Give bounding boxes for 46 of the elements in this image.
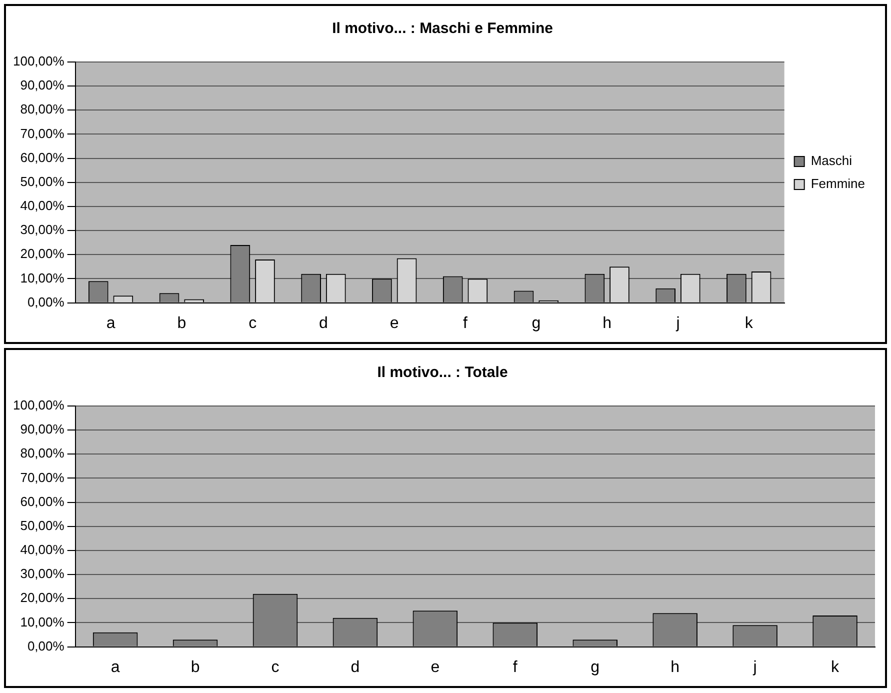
x-tick-label: j xyxy=(675,314,680,332)
x-tick-label: f xyxy=(463,314,468,332)
x-tick-label: h xyxy=(670,658,680,676)
y-tick-label: 10,00% xyxy=(20,270,65,286)
y-tick-label: 40,00% xyxy=(20,198,65,214)
x-tick-label: b xyxy=(177,314,186,332)
legend-label: Maschi xyxy=(810,153,852,168)
y-tick-label: 50,00% xyxy=(20,174,65,189)
y-tick-label: 100,00% xyxy=(12,54,65,69)
y-tick-label: 100,00% xyxy=(12,398,65,413)
y-tick-label: 0,00% xyxy=(27,294,65,310)
y-tick-label: 80,00% xyxy=(20,446,65,461)
y-tick-label: 90,00% xyxy=(20,78,65,93)
x-tick-label: j xyxy=(752,658,757,676)
chart-title: Il motivo... : Totale xyxy=(377,364,508,382)
x-tick-label: e xyxy=(390,314,399,332)
y-tick-label: 60,00% xyxy=(20,494,65,509)
x-tick-label: d xyxy=(319,314,328,332)
legend-label: Femmine xyxy=(810,176,866,192)
y-tick-label: 40,00% xyxy=(20,542,65,558)
y-tick-label: 70,00% xyxy=(20,126,65,141)
y-tick-label: 60,00% xyxy=(20,150,65,165)
y-tick-label: 50,00% xyxy=(20,518,65,533)
x-tick-label: f xyxy=(512,658,518,676)
x-tick-label: k xyxy=(831,658,840,676)
x-tick-label: d xyxy=(350,658,360,676)
x-tick-label: c xyxy=(248,314,257,332)
y-tick-label: 0,00% xyxy=(27,638,65,654)
x-tick-label: g xyxy=(532,314,541,332)
y-tick-label: 10,00% xyxy=(20,614,65,630)
y-tick-label: 90,00% xyxy=(20,422,65,437)
y-tick-label: 80,00% xyxy=(20,102,65,117)
x-tick-label: a xyxy=(106,314,116,332)
y-tick-label: 20,00% xyxy=(20,590,65,606)
x-tick-label: g xyxy=(590,658,600,676)
x-tick-label: k xyxy=(744,314,754,332)
x-tick-label: b xyxy=(190,658,200,676)
y-tick-label: 30,00% xyxy=(20,222,65,238)
x-tick-label: e xyxy=(430,658,440,676)
y-tick-label: 30,00% xyxy=(20,566,65,582)
chart-title: Il motivo... : Maschi e Femmine xyxy=(332,20,553,38)
y-tick-label: 20,00% xyxy=(20,246,65,262)
x-tick-label: h xyxy=(602,314,612,332)
x-tick-label: c xyxy=(271,658,280,676)
x-tick-label: a xyxy=(110,658,120,676)
y-tick-label: 70,00% xyxy=(20,470,65,485)
